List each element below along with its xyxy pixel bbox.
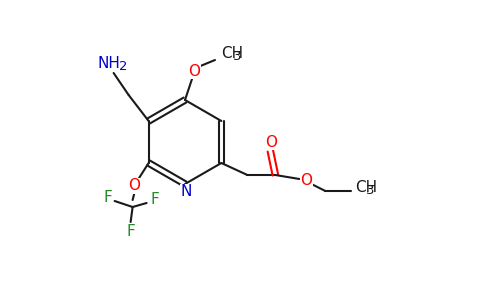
Text: 3: 3 xyxy=(233,50,241,64)
Text: F: F xyxy=(103,190,112,205)
Text: O: O xyxy=(301,172,312,188)
Text: O: O xyxy=(128,178,139,194)
Text: CH: CH xyxy=(355,179,378,194)
Text: O: O xyxy=(265,134,277,149)
Text: 2: 2 xyxy=(120,59,128,73)
Text: CH: CH xyxy=(221,46,243,62)
Text: NH: NH xyxy=(97,56,120,70)
Text: O: O xyxy=(188,64,200,79)
Text: F: F xyxy=(150,193,159,208)
Text: 3: 3 xyxy=(366,184,375,196)
Text: N: N xyxy=(181,184,192,200)
Text: F: F xyxy=(126,224,135,238)
